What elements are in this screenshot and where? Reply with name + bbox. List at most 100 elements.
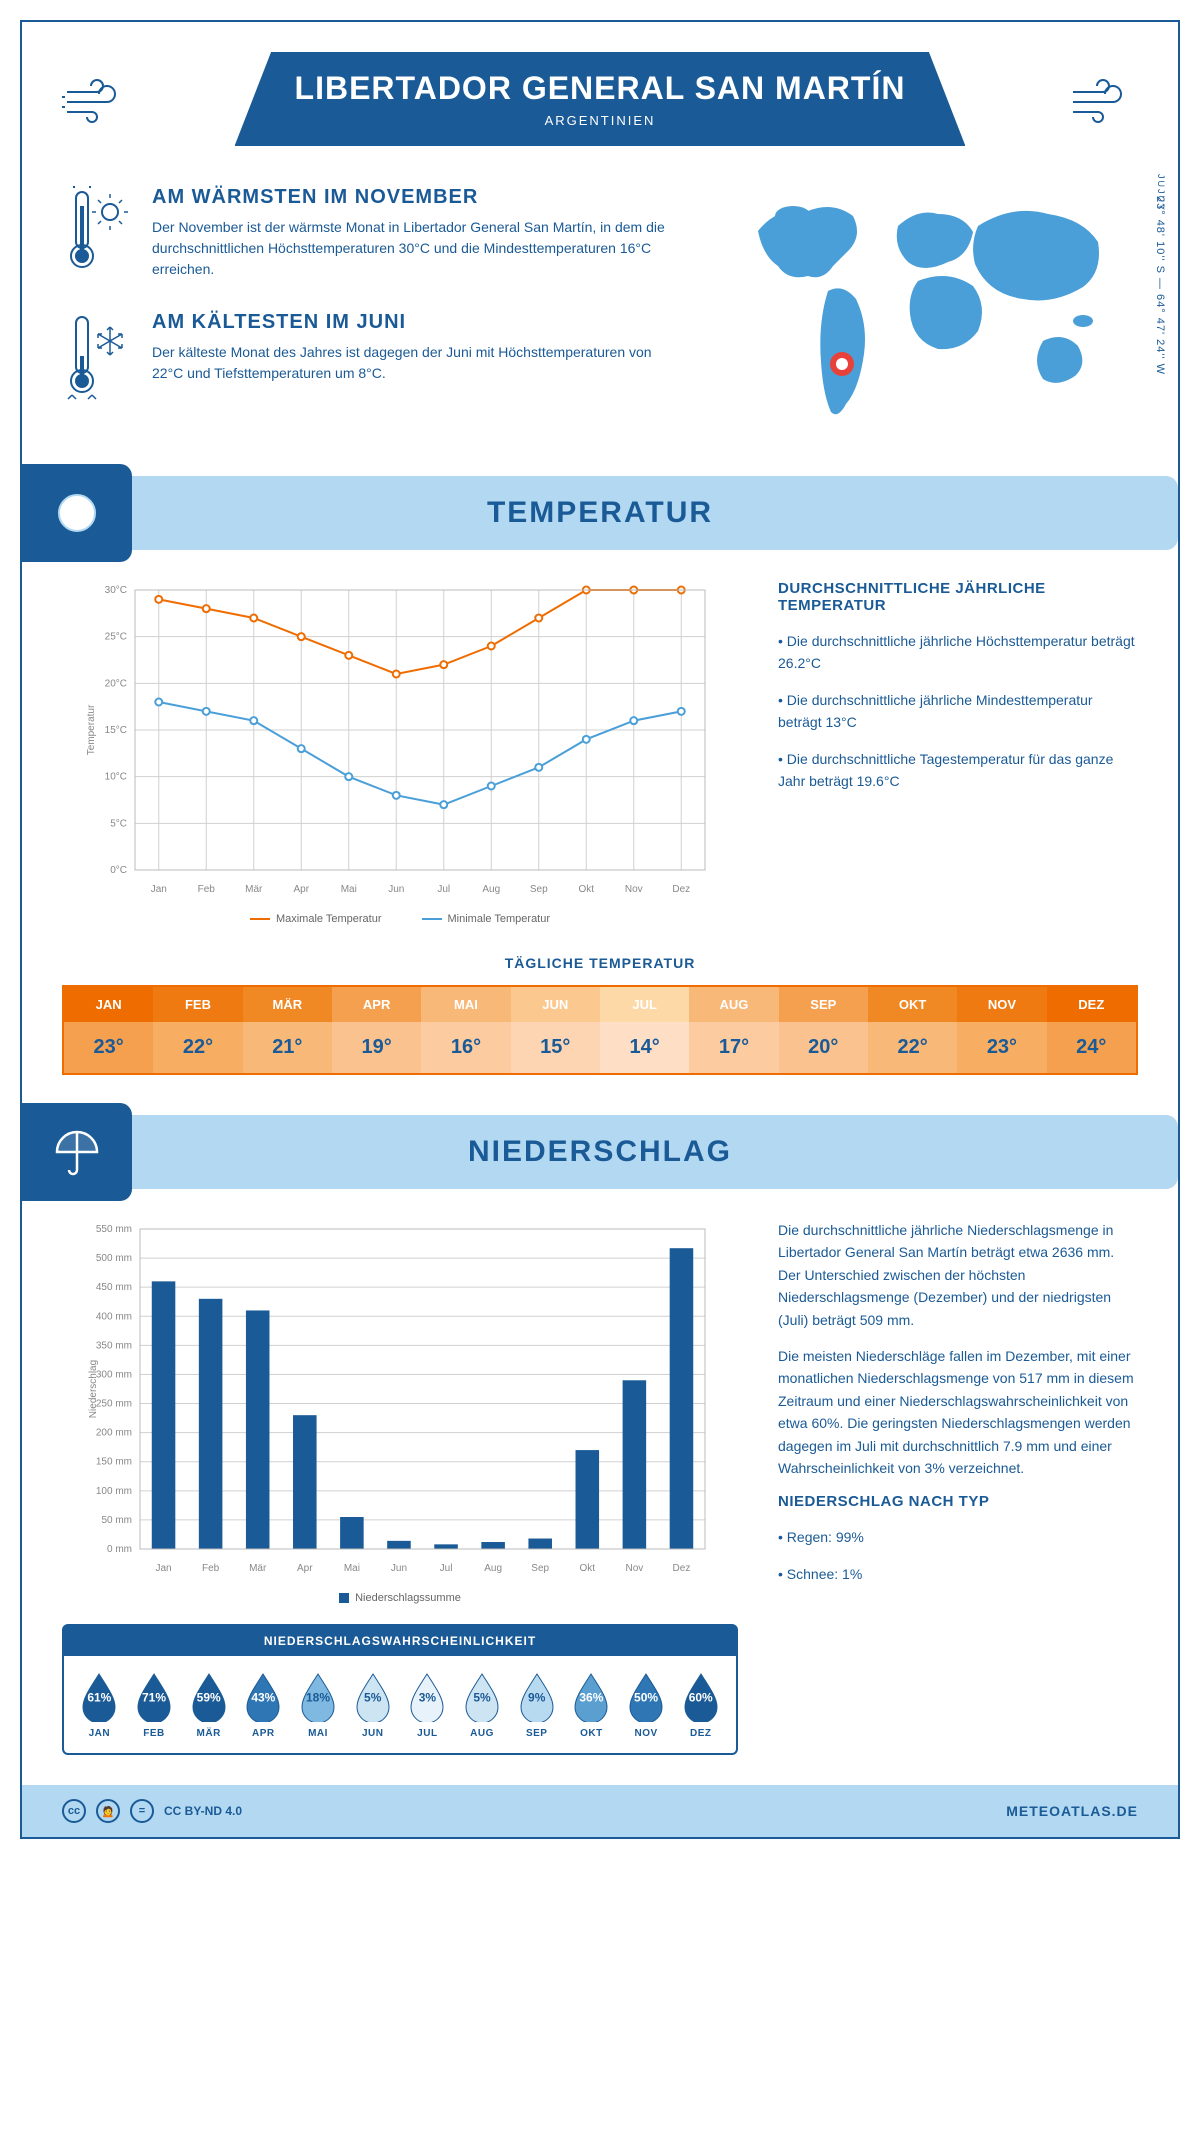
- intro-text-column: AM WÄRMSTEN IM NOVEMBER Der November ist…: [62, 186, 678, 436]
- rain-p2: Die meisten Niederschläge fallen im Deze…: [778, 1345, 1138, 1479]
- svg-text:500 mm: 500 mm: [96, 1253, 132, 1264]
- temperature-legend: Maximale Temperatur Minimale Temperatur: [62, 913, 738, 925]
- drop-icon: 36%: [570, 1670, 612, 1722]
- svg-text:Temperatur: Temperatur: [86, 704, 97, 755]
- drop-percentage: 36%: [579, 1690, 603, 1704]
- daily-temp-value: 23°: [957, 1022, 1046, 1073]
- daily-temp-col: OKT 22°: [868, 987, 957, 1073]
- drop-percentage: 60%: [689, 1690, 713, 1704]
- svg-text:30°C: 30°C: [105, 585, 127, 596]
- svg-text:Jun: Jun: [391, 1563, 407, 1574]
- drop-icon: 9%: [516, 1670, 558, 1722]
- daily-temp-table: JAN 23° FEB 22° MÄR 21° APR 19° MAI 16° …: [62, 985, 1138, 1075]
- probability-drop: 36% OKT: [564, 1670, 619, 1739]
- footer-license: cc 🙍 = CC BY-ND 4.0: [62, 1799, 242, 1823]
- daily-temp-value: 20°: [779, 1022, 868, 1073]
- svg-text:0°C: 0°C: [110, 865, 127, 876]
- svg-text:Jul: Jul: [437, 884, 450, 895]
- drop-icon: 60%: [680, 1670, 722, 1722]
- svg-text:300 mm: 300 mm: [96, 1369, 132, 1380]
- drop-icon: 50%: [625, 1670, 667, 1722]
- probability-box: NIEDERSCHLAGSWAHRSCHEINLICHKEIT 61% JAN …: [62, 1624, 738, 1755]
- coldest-block: AM KÄLTESTEN IM JUNI Der kälteste Monat …: [62, 311, 678, 406]
- svg-text:Jan: Jan: [155, 1563, 171, 1574]
- temp-side-p1: • Die durchschnittliche jährliche Höchst…: [778, 630, 1138, 675]
- daily-temp-col: JAN 23°: [64, 987, 153, 1073]
- page-subtitle: ARGENTINIEN: [295, 113, 906, 128]
- svg-text:Okt: Okt: [580, 1563, 596, 1574]
- rain-side-text: Die durchschnittliche jährliche Niedersc…: [778, 1219, 1138, 1755]
- daily-temp-col: AUG 17°: [689, 987, 778, 1073]
- svg-text:Apr: Apr: [293, 884, 309, 895]
- daily-temp-value: 17°: [689, 1022, 778, 1073]
- svg-text:Nov: Nov: [625, 884, 643, 895]
- daily-temp-month: DEZ: [1047, 987, 1136, 1022]
- rain-type-title: NIEDERSCHLAG NACH TYP: [778, 1493, 1138, 1510]
- infographic-container: LIBERTADOR GENERAL SAN MARTÍN ARGENTINIE…: [20, 20, 1180, 1839]
- drop-percentage: 18%: [306, 1690, 330, 1704]
- drop-percentage: 71%: [142, 1690, 166, 1704]
- warmest-block: AM WÄRMSTEN IM NOVEMBER Der November ist…: [62, 186, 678, 281]
- daily-temp-value: 21°: [243, 1022, 332, 1073]
- probability-title: NIEDERSCHLAGSWAHRSCHEINLICHKEIT: [64, 1626, 736, 1656]
- wind-icon: [62, 72, 132, 144]
- drop-icon: 3%: [406, 1670, 448, 1722]
- drop-icon: 61%: [78, 1670, 120, 1722]
- svg-text:250 mm: 250 mm: [96, 1399, 132, 1410]
- svg-text:Aug: Aug: [482, 884, 500, 895]
- legend-swatch-min: [422, 918, 442, 920]
- daily-temp-value: 15°: [511, 1022, 600, 1073]
- umbrella-icon: [22, 1103, 132, 1201]
- probability-drop: 60% DEZ: [673, 1670, 728, 1739]
- svg-text:Apr: Apr: [297, 1563, 313, 1574]
- drop-month: NOV: [619, 1728, 674, 1739]
- svg-text:Jun: Jun: [388, 884, 404, 895]
- probability-drop: 3% JUL: [400, 1670, 455, 1739]
- legend-min-label: Minimale Temperatur: [448, 913, 551, 925]
- daily-temp-value: 16°: [421, 1022, 510, 1073]
- daily-temp-col: DEZ 24°: [1047, 987, 1136, 1073]
- probability-drop: 43% APR: [236, 1670, 291, 1739]
- rain-p1: Die durchschnittliche jährliche Niedersc…: [778, 1219, 1138, 1331]
- daily-temp-value: 23°: [64, 1022, 153, 1073]
- svg-text:20°C: 20°C: [105, 678, 127, 689]
- daily-temp-value: 14°: [600, 1022, 689, 1073]
- svg-text:Dez: Dez: [673, 1563, 691, 1574]
- svg-text:50 mm: 50 mm: [101, 1515, 132, 1526]
- drop-month: AUG: [455, 1728, 510, 1739]
- rain-legend: Niederschlagssumme: [62, 1592, 738, 1604]
- footer: cc 🙍 = CC BY-ND 4.0 METEOATLAS.DE: [22, 1785, 1178, 1837]
- svg-text:10°C: 10°C: [105, 772, 127, 783]
- intro-section: AM WÄRMSTEN IM NOVEMBER Der November ist…: [62, 186, 1138, 436]
- legend-max-label: Maximale Temperatur: [276, 913, 382, 925]
- drop-icon: 71%: [133, 1670, 175, 1722]
- rain-type-rain: • Regen: 99%: [778, 1526, 1138, 1548]
- legend-rain: Niederschlagssumme: [339, 1592, 461, 1604]
- daily-temp-month: MÄR: [243, 987, 332, 1022]
- probability-drop: 59% MÄR: [181, 1670, 236, 1739]
- header: LIBERTADOR GENERAL SAN MARTÍN ARGENTINIE…: [62, 52, 1138, 146]
- svg-text:Dez: Dez: [672, 884, 690, 895]
- probability-drop: 9% SEP: [509, 1670, 564, 1739]
- daily-temp-value: 24°: [1047, 1022, 1136, 1073]
- probability-drop: 5% JUN: [345, 1670, 400, 1739]
- wind-icon: [1068, 72, 1138, 144]
- svg-text:Feb: Feb: [198, 884, 216, 895]
- temp-side-title: DURCHSCHNITTLICHE JÄHRLICHE TEMPERATUR: [778, 580, 1138, 614]
- daily-temp-col: FEB 22°: [153, 987, 242, 1073]
- svg-text:Mär: Mär: [249, 1563, 267, 1574]
- license-text: CC BY-ND 4.0: [164, 1804, 242, 1818]
- footer-brand: METEOATLAS.DE: [1006, 1803, 1138, 1819]
- page-title: LIBERTADOR GENERAL SAN MARTÍN: [295, 70, 906, 107]
- warmest-body: Der November ist der wärmste Monat in Li…: [152, 217, 678, 280]
- daily-temp-col: SEP 20°: [779, 987, 868, 1073]
- probability-row: 61% JAN 71% FEB 59% MÄR: [64, 1656, 736, 1753]
- drop-percentage: 9%: [528, 1690, 545, 1704]
- svg-text:Mär: Mär: [245, 884, 263, 895]
- legend-min: Minimale Temperatur: [422, 913, 551, 925]
- daily-temp-col: JUL 14°: [600, 987, 689, 1073]
- temperature-line-chart: 0°C5°C10°C15°C20°C25°C30°CJanFebMärAprMa…: [62, 580, 738, 925]
- rain-type-snow: • Schnee: 1%: [778, 1563, 1138, 1585]
- daily-temp-month: APR: [332, 987, 421, 1022]
- drop-percentage: 59%: [197, 1690, 221, 1704]
